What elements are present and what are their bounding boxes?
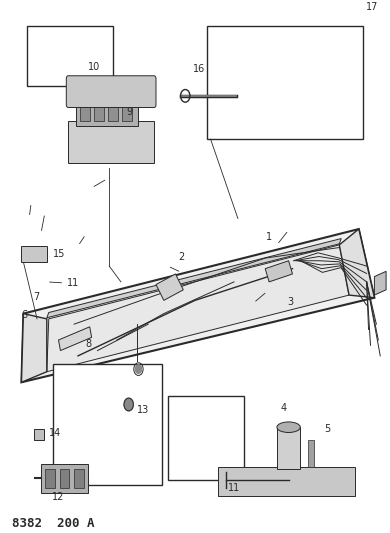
Text: 13: 13 — [137, 405, 149, 415]
Text: 11: 11 — [67, 278, 80, 288]
Text: 10: 10 — [88, 62, 100, 72]
Bar — [60, 470, 69, 488]
Text: 1: 1 — [266, 232, 272, 242]
Text: 9: 9 — [127, 108, 133, 117]
Text: 5: 5 — [324, 424, 330, 434]
Bar — [68, 120, 154, 163]
Text: 3: 3 — [287, 297, 294, 307]
Text: 15: 15 — [53, 249, 65, 259]
Polygon shape — [58, 327, 92, 351]
Circle shape — [124, 398, 133, 411]
Text: 7: 7 — [33, 292, 39, 302]
Polygon shape — [339, 229, 374, 298]
Ellipse shape — [277, 422, 300, 432]
Circle shape — [135, 365, 142, 373]
Bar — [207, 26, 363, 139]
Bar — [53, 364, 162, 486]
Bar — [76, 94, 138, 126]
Bar — [277, 427, 300, 470]
Polygon shape — [265, 261, 292, 282]
Polygon shape — [21, 313, 47, 382]
Text: 16: 16 — [193, 64, 205, 74]
Text: 17: 17 — [366, 2, 378, 12]
Polygon shape — [47, 245, 349, 372]
Bar — [122, 97, 132, 120]
Bar — [218, 467, 355, 496]
Bar — [74, 470, 84, 488]
Text: 12: 12 — [52, 491, 65, 502]
Bar — [41, 464, 88, 493]
Text: 11: 11 — [228, 482, 240, 492]
Text: 6: 6 — [21, 310, 27, 320]
Text: 8382  200 A: 8382 200 A — [12, 517, 94, 530]
Bar — [168, 395, 244, 480]
Polygon shape — [47, 239, 341, 318]
Polygon shape — [21, 229, 374, 382]
Bar — [308, 440, 314, 467]
Bar — [27, 26, 113, 86]
Bar — [108, 97, 118, 120]
Bar — [45, 470, 55, 488]
Polygon shape — [374, 271, 386, 295]
Text: 2: 2 — [178, 252, 184, 262]
FancyBboxPatch shape — [66, 76, 156, 108]
Bar — [80, 97, 90, 120]
Text: 4: 4 — [281, 403, 287, 414]
Text: 14: 14 — [49, 428, 61, 438]
Bar — [21, 246, 47, 262]
Text: 8: 8 — [86, 339, 92, 349]
Polygon shape — [156, 274, 183, 301]
Bar — [34, 429, 44, 440]
Bar — [94, 97, 104, 120]
